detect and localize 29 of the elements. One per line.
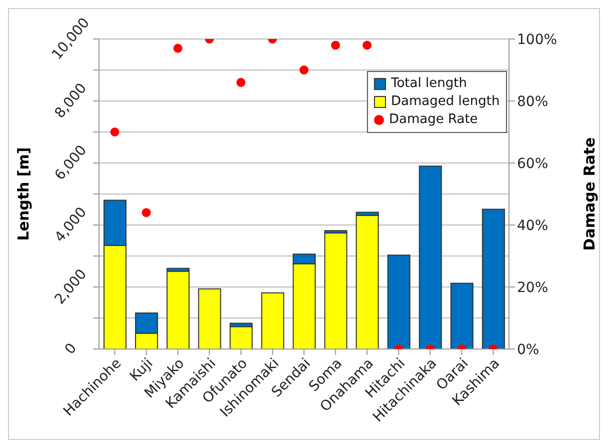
point — [236, 78, 246, 87]
y2-tick-label: 20% — [517, 280, 548, 296]
bar — [450, 282, 474, 349]
legend-label: Total length — [391, 75, 467, 93]
bar — [230, 326, 253, 349]
point — [331, 40, 340, 50]
y2-tick-label: 0% — [517, 342, 540, 358]
y2-axis-title: Damage Rate — [580, 137, 598, 251]
point — [142, 208, 151, 218]
bar — [482, 208, 505, 349]
legend-label: Damage Rate — [389, 111, 478, 129]
y2-tick-label: 80% — [517, 94, 548, 110]
y-axis-title: Length [m] — [14, 147, 32, 241]
legend-label: Damaged length — [391, 93, 500, 111]
bar — [261, 292, 284, 349]
y2-tick-label: 40% — [517, 218, 548, 234]
y2-tick-label: 100% — [517, 32, 558, 48]
bar — [324, 232, 348, 349]
y-tick-label: 0 — [62, 340, 80, 358]
point — [110, 128, 120, 136]
bar — [418, 166, 442, 349]
bar — [166, 270, 190, 349]
bar — [387, 254, 410, 349]
bar — [356, 214, 379, 349]
point — [173, 44, 182, 53]
bar — [198, 288, 222, 349]
point — [300, 66, 308, 74]
y2-tick-label: 60% — [517, 156, 548, 172]
point — [362, 40, 372, 50]
